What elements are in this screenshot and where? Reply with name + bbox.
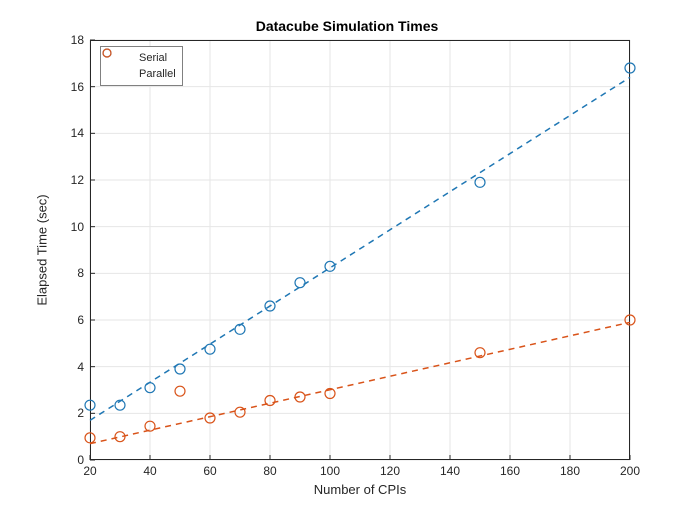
chart-axes: Serial Parallel: [90, 40, 630, 460]
y-tick-label: 10: [60, 220, 84, 234]
x-tick-label: 60: [203, 464, 216, 478]
legend-label: Parallel: [135, 68, 176, 80]
y-tick-label: 18: [60, 33, 84, 47]
x-tick-label: 40: [143, 464, 156, 478]
y-tick-label: 6: [60, 313, 84, 327]
x-tick-label: 20: [83, 464, 96, 478]
x-tick-label: 140: [440, 464, 460, 478]
y-tick-label: 4: [60, 360, 84, 374]
x-tick-label: 200: [620, 464, 640, 478]
x-axis-label: Number of CPIs: [314, 482, 406, 497]
legend: Serial Parallel: [100, 46, 183, 86]
y-tick-label: 0: [60, 453, 84, 467]
x-tick-label: 100: [320, 464, 340, 478]
legend-item: Serial: [107, 50, 176, 66]
x-tick-label: 160: [500, 464, 520, 478]
legend-label: Serial: [135, 52, 167, 64]
plot-svg: [90, 40, 630, 460]
y-axis-label: Elapsed Time (sec): [35, 194, 50, 305]
y-tick-label: 14: [60, 126, 84, 140]
figure: Datacube Simulation Times Serial Parallel…: [0, 0, 694, 520]
y-tick-label: 2: [60, 406, 84, 420]
y-tick-label: 12: [60, 173, 84, 187]
x-tick-label: 120: [380, 464, 400, 478]
y-tick-label: 16: [60, 80, 84, 94]
y-tick-label: 8: [60, 266, 84, 280]
x-tick-label: 180: [560, 464, 580, 478]
chart-title: Datacube Simulation Times: [0, 18, 694, 34]
x-tick-label: 80: [263, 464, 276, 478]
legend-item: Parallel: [107, 66, 176, 82]
